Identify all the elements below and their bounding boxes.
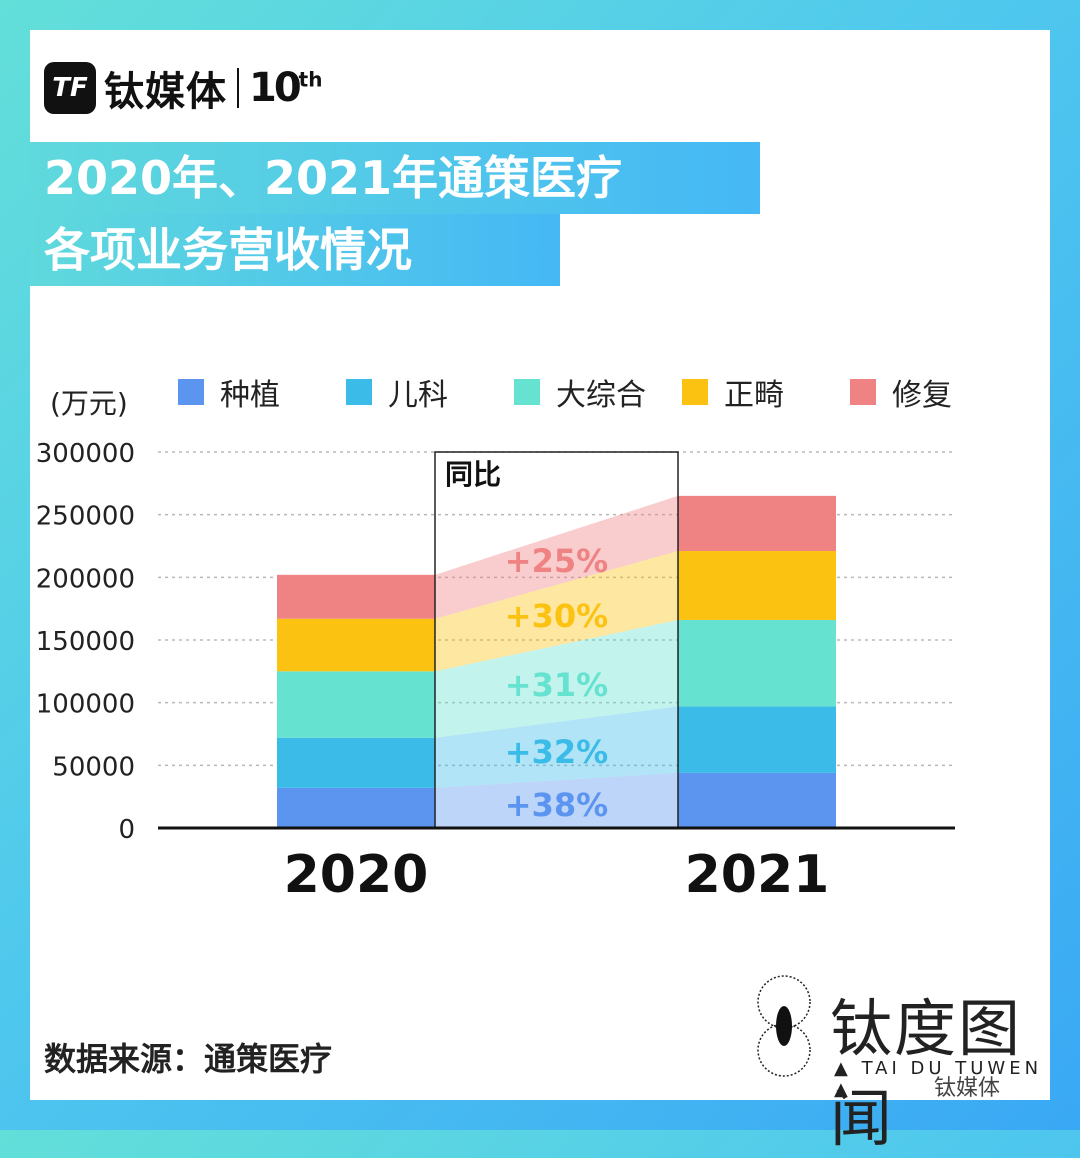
x-category-label: 2021 [685,845,830,905]
bar-segment [678,706,836,773]
brand-ten-sup: th [298,67,323,92]
legend-label: 正畸 [724,378,784,413]
yoy-band [435,706,678,788]
legend-swatch [682,379,708,405]
bar-segment [678,619,836,707]
legend-swatch [850,379,876,405]
y-tick-label: 0 [118,815,135,845]
bar-segment [678,551,836,620]
chart-title-line1: 2020年、2021年通策医疗 [30,142,760,214]
yoy-percent-label: +38% [505,786,608,824]
yoy-percent-label: +32% [505,733,608,771]
bar-segment [277,787,435,828]
bar-segment [277,737,435,788]
legend-item-erke: 儿科 [346,370,514,414]
yoy-percent-label: +31% [505,666,608,704]
legend-label: 儿科 [388,378,448,413]
legend-swatch [514,379,540,405]
x-category-label: 2020 [284,845,429,905]
brand-header: TF 钛媒体 10th [44,60,322,116]
y-tick-label: 250000 [36,502,135,532]
y-tick-label: 300000 [36,439,135,469]
y-tick-label: 200000 [36,564,135,594]
y-tick-label: 100000 [36,690,135,720]
brand-logo-icon: TF [44,62,96,114]
chart-title-line2: 各项业务营收情况 [30,214,560,286]
legend-label: 修复 [892,378,952,413]
yoy-band [435,619,678,738]
legend-label: 大综合 [556,378,646,413]
wechat-account: 钛媒体 [934,1076,1001,1101]
watermark-sub: ▲ TAI DU TUWEN ▲ [834,1058,1043,1100]
y-tick-label: 50000 [52,752,135,782]
legend: 种植 儿科 大综合 正畸 修复 [178,370,990,414]
watermark-name: 钛度图闻 [830,992,1023,1155]
legend-swatch [178,379,204,405]
yoy-band [435,551,678,672]
chart-card: TF 钛媒体 10th 2020年、2021年通策医疗 各项业务营收情况 (万元… [30,30,1050,1155]
legend-swatch [346,379,372,405]
bar-segment [277,618,435,672]
y-axis-unit: (万元) [50,387,128,420]
yoy-percent-label: +25% [505,542,608,580]
legend-label: 种植 [220,378,280,413]
brand-ten-number: 10 [249,65,302,111]
brand-name: 钛媒体 [104,69,227,115]
data-source: 数据来源：通策医疗 [44,1040,333,1078]
legend-item-zhengji: 正畸 [682,370,850,414]
bar-segment [277,671,435,738]
yoy-band [435,495,678,619]
brand-anniversary: 10th [249,65,322,111]
yoy-band [435,772,678,828]
legend-item-zhongzhi: 种植 [178,370,346,414]
yoy-box-label: 同比 [445,458,501,491]
legend-item-xiufu: 修复 [850,370,990,414]
brand-separator [237,68,239,108]
bar-segment [277,574,435,619]
bar-segment [678,495,836,552]
y-tick-label: 150000 [36,627,135,657]
stacked-bar-chart: 300000 250000 200000 150000 100000 50000 0 2020… [36,439,955,905]
yoy-percent-label: +30% [505,597,608,635]
bar-segment [678,772,836,828]
taidu-eye-logo-icon [757,975,811,1077]
legend-item-dazonghe: 大综合 [514,370,682,414]
